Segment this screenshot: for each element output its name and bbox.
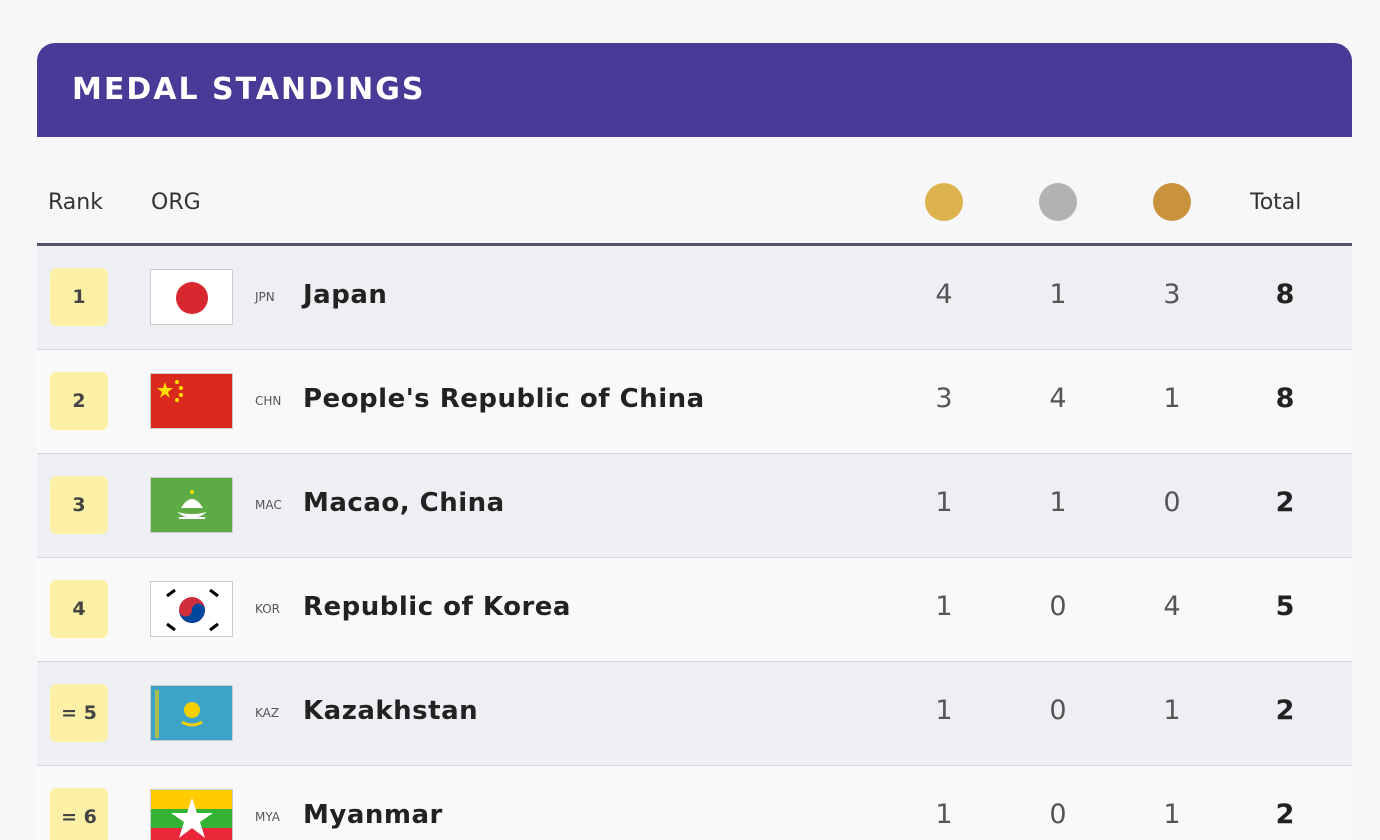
gold-icon bbox=[925, 183, 963, 221]
bronze-count: 1 bbox=[1163, 383, 1181, 414]
org-name: Macao, China bbox=[303, 488, 505, 518]
flag bbox=[150, 269, 233, 325]
rank-badge: 2 bbox=[50, 372, 108, 430]
silver-count: 1 bbox=[1049, 279, 1067, 310]
org-code: KOR bbox=[255, 602, 280, 616]
total-header: Total bbox=[1250, 190, 1302, 215]
org-code: KAZ bbox=[255, 706, 280, 720]
table-row: 3 MAC Macao, China 1 1 0 2 bbox=[37, 454, 1352, 558]
flag bbox=[150, 789, 233, 840]
total-count: 5 bbox=[1275, 591, 1295, 622]
org-name: Japan bbox=[303, 280, 388, 310]
org-code: MAC bbox=[255, 498, 282, 512]
table-row: = 5 KAZ Kazakhstan 1 0 1 2 bbox=[37, 662, 1352, 766]
rank-badge: = 5 bbox=[50, 684, 108, 742]
org-name: Republic of Korea bbox=[303, 592, 571, 622]
gold-count: 1 bbox=[935, 695, 953, 726]
org-name: People's Republic of China bbox=[303, 384, 705, 414]
total-count: 2 bbox=[1275, 799, 1295, 830]
silver-count: 1 bbox=[1049, 487, 1067, 518]
total-count: 2 bbox=[1275, 695, 1295, 726]
total-count: 8 bbox=[1275, 383, 1295, 414]
bronze-count: 3 bbox=[1163, 279, 1181, 310]
table-row: 1 JPN Japan 4 1 3 8 bbox=[37, 246, 1352, 350]
flag bbox=[150, 477, 233, 533]
gold-count: 1 bbox=[935, 799, 953, 830]
rank-badge: 3 bbox=[50, 476, 108, 534]
gold-count: 4 bbox=[935, 279, 953, 310]
org-header: ORG bbox=[151, 190, 201, 215]
rank-header: Rank bbox=[48, 190, 103, 215]
table-row: = 6 MYA Myanmar 1 0 1 2 bbox=[37, 766, 1352, 840]
silver-count: 0 bbox=[1049, 591, 1067, 622]
flag bbox=[150, 373, 233, 429]
flag bbox=[150, 685, 233, 741]
silver-icon bbox=[1039, 183, 1077, 221]
gold-count: 1 bbox=[935, 487, 953, 518]
silver-count: 4 bbox=[1049, 383, 1067, 414]
bronze-count: 1 bbox=[1163, 799, 1181, 830]
bronze-icon bbox=[1153, 183, 1191, 221]
header-banner bbox=[37, 43, 1352, 137]
silver-count: 0 bbox=[1049, 799, 1067, 830]
org-code: JPN bbox=[255, 290, 275, 304]
rank-badge: 4 bbox=[50, 580, 108, 638]
rank-badge: = 6 bbox=[50, 788, 108, 840]
gold-count: 1 bbox=[935, 591, 953, 622]
silver-count: 0 bbox=[1049, 695, 1067, 726]
org-code: CHN bbox=[255, 394, 282, 408]
org-name: Kazakhstan bbox=[303, 696, 479, 726]
org-name: Myanmar bbox=[303, 800, 443, 830]
bronze-count: 1 bbox=[1163, 695, 1181, 726]
org-code: MYA bbox=[255, 810, 280, 824]
table-row: 4 KOR Republic of Korea 1 0 4 5 bbox=[37, 558, 1352, 662]
total-count: 8 bbox=[1275, 279, 1295, 310]
bronze-count: 0 bbox=[1163, 487, 1181, 518]
flag bbox=[150, 581, 233, 637]
rank-badge: 1 bbox=[50, 268, 108, 326]
bronze-count: 4 bbox=[1163, 591, 1181, 622]
header-divider bbox=[37, 243, 1352, 246]
gold-count: 3 bbox=[935, 383, 953, 414]
total-count: 2 bbox=[1275, 487, 1295, 518]
header-title: MEDAL STANDINGS bbox=[72, 72, 426, 107]
table-row: 2 CHN People's Republic of China 3 4 1 8 bbox=[37, 350, 1352, 454]
